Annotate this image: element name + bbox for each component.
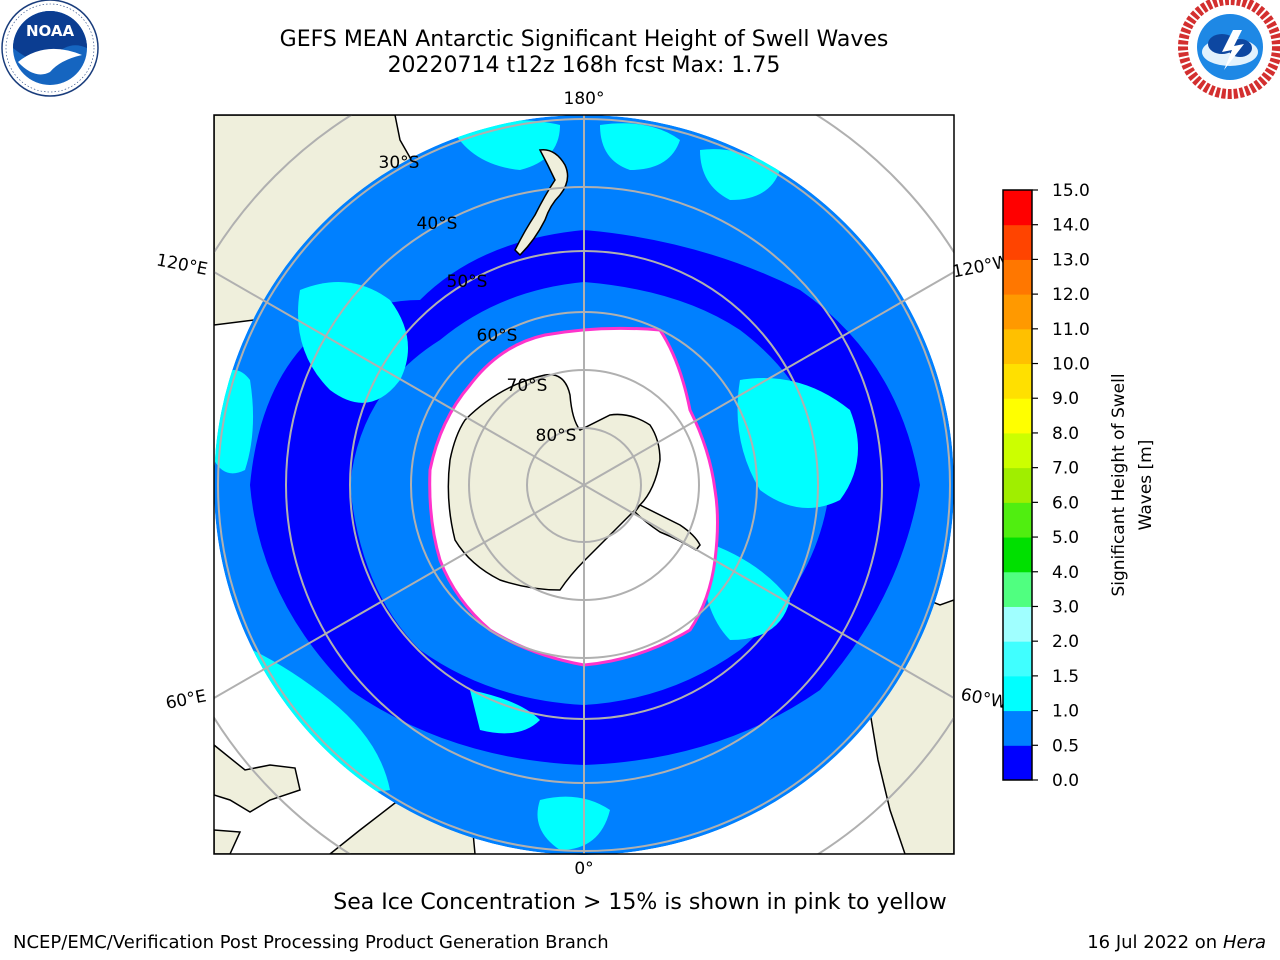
colorbar-tick-label: 8.0 bbox=[1052, 424, 1079, 444]
lat-label-30s: 30°S bbox=[379, 153, 420, 173]
lon-label-top: 180° bbox=[564, 89, 605, 109]
graticule bbox=[214, 115, 954, 854]
lat-label-60s: 60°S bbox=[477, 326, 518, 346]
lon-label-upper-left: 120°E bbox=[155, 250, 210, 279]
colorbar-tick-label: 12.0 bbox=[1052, 285, 1090, 305]
colorbar-label-line1: Significant Height of Swell bbox=[1109, 373, 1129, 596]
colorbar-tick-label: 6.0 bbox=[1052, 493, 1079, 513]
colorbar: 0.0 0.5 1.0 1.5 2.0 3.0 4.0 5.0 6.0 7.0 8.0 9.0 10.0… bbox=[1002, 181, 1090, 791]
colorbar-bin bbox=[1003, 641, 1032, 677]
colorbar-tick-label: 11.0 bbox=[1052, 320, 1090, 340]
colorbar-bin bbox=[1003, 328, 1032, 365]
colorbar-bin bbox=[1003, 537, 1032, 573]
colorbar-tick-label: 1.5 bbox=[1052, 667, 1079, 687]
lon-label-bottom: 0° bbox=[574, 859, 593, 879]
colorbar-tick-label: 5.0 bbox=[1052, 528, 1079, 548]
colorbar-bin bbox=[1003, 398, 1032, 434]
map-title: GEFS MEAN Antarctic Significant Height o… bbox=[279, 27, 889, 52]
colorbar-tick-label: 15.0 bbox=[1052, 181, 1090, 201]
colorbar-label-line2: Waves [m] bbox=[1136, 440, 1156, 531]
colorbar-tick-label: 2.0 bbox=[1052, 632, 1079, 652]
sea-ice-caption: Sea Ice Concentration > 15% is shown in … bbox=[333, 890, 947, 915]
map-subtitle: 20220714 t12z 168h fcst Max: 1.75 bbox=[387, 53, 781, 78]
colorbar-bin bbox=[1003, 294, 1032, 330]
footer-credit: NCEP/EMC/Verification Post Processing Pr… bbox=[13, 932, 609, 953]
nws-logo bbox=[1178, 0, 1280, 99]
colorbar-bin bbox=[1003, 571, 1032, 607]
footer-date-text: 16 Jul 2022 on bbox=[1087, 932, 1223, 953]
colorbar-tick-label: 9.0 bbox=[1052, 389, 1079, 409]
colorbar-bin bbox=[1003, 675, 1032, 712]
colorbar-tick-label: 13.0 bbox=[1052, 250, 1090, 270]
footer-date: 16 Jul 2022 on Hera bbox=[1087, 932, 1266, 953]
lon-label-lower-left: 60°E bbox=[164, 686, 208, 713]
colorbar-tick-label: 10.0 bbox=[1052, 355, 1090, 375]
colorbar-tick-label: 4.0 bbox=[1052, 563, 1079, 583]
colorbar-bin bbox=[1003, 502, 1032, 538]
colorbar-tick-label: 3.0 bbox=[1052, 597, 1079, 617]
colorbar-bin bbox=[1003, 606, 1032, 642]
map-frame bbox=[213, 114, 955, 855]
colorbar-tick-label: 1.0 bbox=[1052, 702, 1079, 722]
lat-label-40s: 40°S bbox=[417, 214, 458, 234]
colorbar-bin bbox=[1003, 363, 1032, 399]
colorbar-frame bbox=[1002, 189, 1033, 781]
colorbar-bin bbox=[1003, 224, 1032, 260]
colorbar-bin bbox=[1003, 190, 1032, 226]
lat-label-50s: 50°S bbox=[447, 272, 488, 292]
colorbar-tick-label: 7.0 bbox=[1052, 459, 1079, 479]
colorbar-tick-label: 14.0 bbox=[1052, 216, 1090, 236]
lat-label-80s: 80°S bbox=[536, 426, 577, 446]
colorbar-bin bbox=[1003, 745, 1032, 781]
colorbar-bin bbox=[1003, 467, 1032, 503]
noaa-logo: NOAA bbox=[1, 0, 99, 97]
colorbar-bin bbox=[1003, 259, 1032, 295]
colorbar-tick-label: 0.5 bbox=[1052, 736, 1079, 756]
noaa-logo-text: NOAA bbox=[26, 22, 75, 40]
colorbar-bin bbox=[1003, 710, 1032, 746]
lat-label-70s: 70°S bbox=[507, 376, 548, 396]
footer-host: Hera bbox=[1222, 932, 1266, 953]
colorbar-tick-label: 0.0 bbox=[1052, 771, 1079, 791]
antarctica bbox=[447, 149, 701, 591]
colorbar-bin bbox=[1003, 432, 1032, 469]
lon-label-lower-right: 60°W bbox=[959, 685, 1009, 714]
